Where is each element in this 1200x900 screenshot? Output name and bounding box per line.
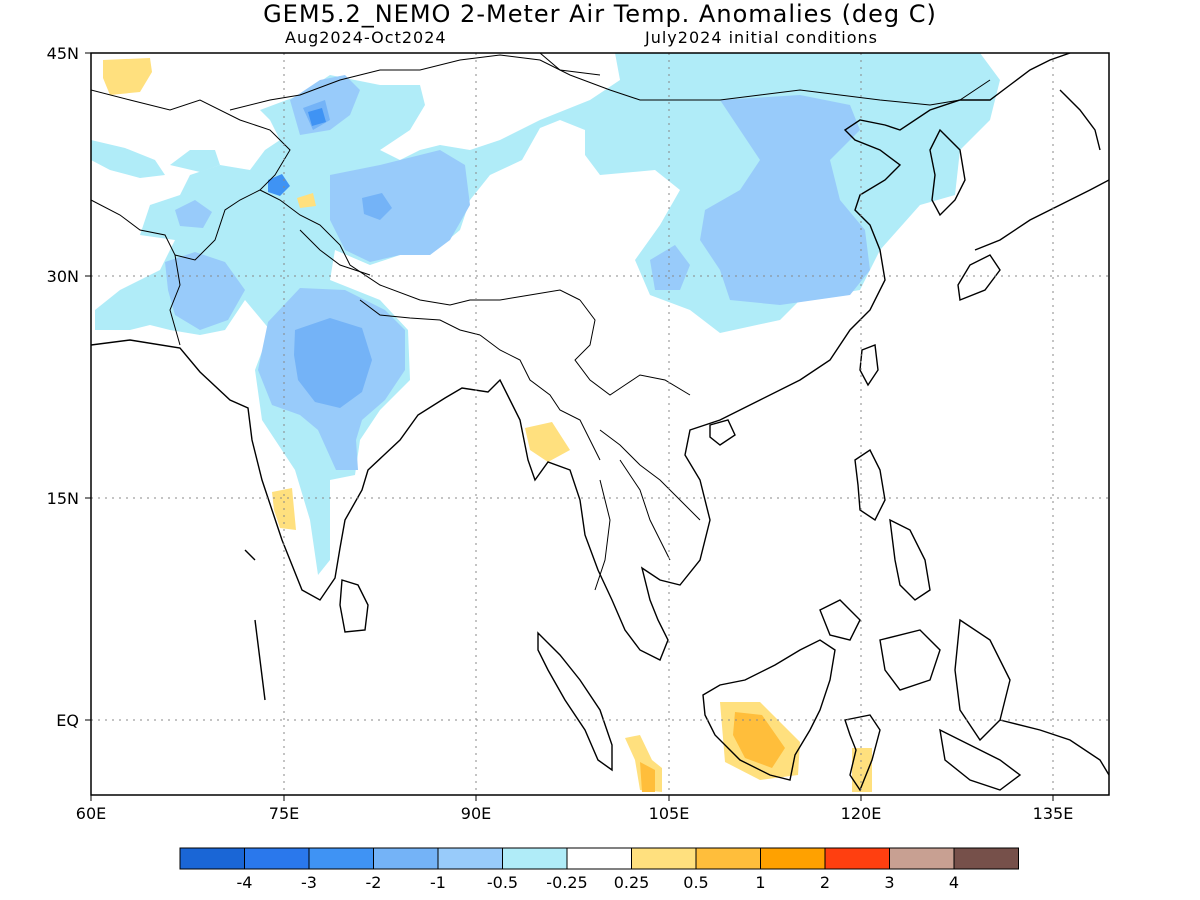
colorbar-label: -2 [366,873,382,892]
country-borders [91,53,991,591]
colorbar-swatch [502,847,568,870]
colorbar-swatch [824,847,890,870]
lon-label: 105E [649,804,690,823]
colorbar-label: 0.25 [614,873,650,892]
colorbar-swatch [308,847,374,870]
colorbar [179,847,1019,870]
anomaly-warm-mid [640,712,785,792]
initial-conditions: July2024 initial conditions [645,28,878,47]
longitude-labels: 60E 75E 90E 105E 120E 135E [76,804,1074,823]
colorbar-swatch [760,847,826,870]
colorbar-swatch [244,847,310,870]
map-frame [90,52,1110,796]
colorbar-label: 0.5 [683,873,708,892]
lon-label: 120E [841,804,882,823]
colorbar-swatch [631,847,697,870]
lon-label: 75E [269,804,299,823]
map-title: GEM5.2_NEMO 2-Meter Air Temp. Anomalies … [263,0,937,28]
colorbar-swatch [953,847,1019,870]
colorbar-label: 3 [884,873,894,892]
lat-label: 30N [47,267,79,286]
coastlines [91,53,1109,792]
colorbar-label: -0.5 [487,873,518,892]
colorbar-label: -1 [430,873,446,892]
lon-label: 135E [1033,804,1074,823]
latitude-labels: 45N 30N 15N EQ [47,44,79,730]
lat-label: 15N [47,489,79,508]
colorbar-swatch [889,847,955,870]
graticule [91,53,1109,795]
forecast-period: Aug2024-Oct2024 [285,28,447,47]
colorbar-swatch [373,847,439,870]
colorbar-label: -4 [237,873,253,892]
colorbar-swatch [566,847,632,870]
colorbar-label: 1 [755,873,765,892]
lat-label: 45N [47,44,79,63]
tick-marks [85,52,1054,801]
colorbar-swatch [437,847,503,870]
colorbar-label: -0.25 [546,873,587,892]
colorbar-swatch [695,847,761,870]
anomaly-field [91,53,1000,792]
colorbar-label: 2 [820,873,830,892]
colorbar-labels: -4 -3 -2 -1 -0.5 -0.25 0.25 0.5 1 2 3 4 [237,873,960,892]
lon-label: 60E [76,804,106,823]
colorbar-swatch [179,847,245,870]
lon-label: 90E [461,804,491,823]
colorbar-label: -3 [301,873,317,892]
colorbar-label: 4 [949,873,959,892]
lat-label: EQ [56,711,79,730]
